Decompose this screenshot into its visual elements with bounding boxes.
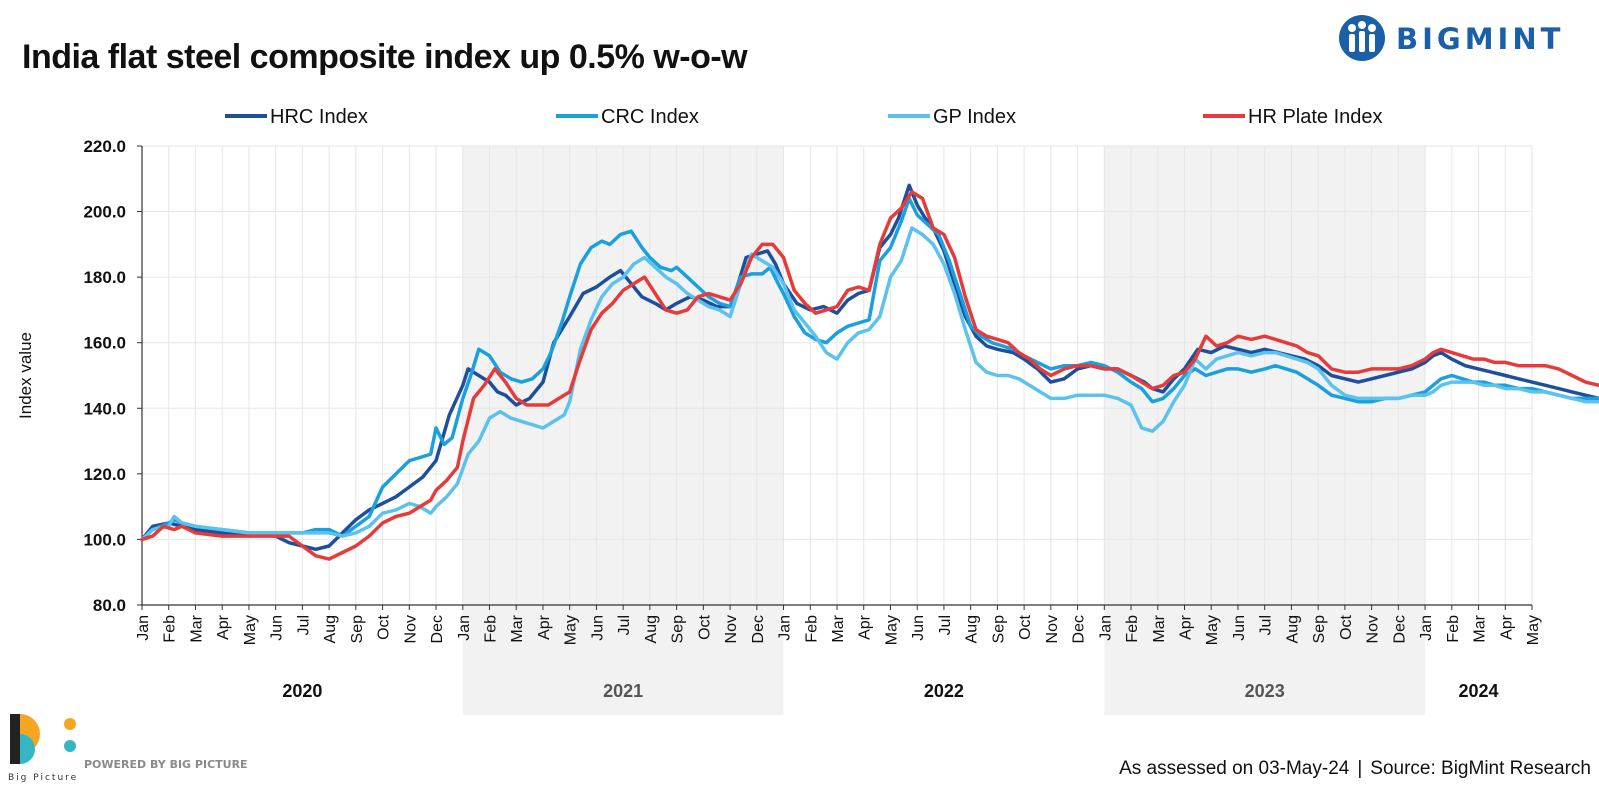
brand-name: BIGMINT <box>1396 22 1565 56</box>
x-tick-label: Aug <box>322 615 339 643</box>
x-tick-label: Aug <box>1284 615 1301 643</box>
x-tick-label: Dec <box>1071 615 1088 643</box>
x-tick-label: Aug <box>643 615 660 643</box>
year-label-2024: 2024 <box>1459 681 1499 701</box>
x-tick-label: Jun <box>1231 615 1248 641</box>
series-line-hrc-index <box>140 183 1599 552</box>
x-tick-label: Apr <box>536 614 553 640</box>
x-tick-label: Jan <box>1097 615 1114 641</box>
series-line-crc-index <box>140 196 1599 542</box>
legend-label: HR Plate Index <box>1248 106 1383 128</box>
x-tick-label: Oct <box>376 614 393 639</box>
x-tick-label: Nov <box>402 615 419 643</box>
bigmint-emblem-icon <box>1339 15 1385 61</box>
footer-note: As assessed on 03-May-24 | Source: BigMint… <box>1119 758 1591 780</box>
x-tick-label: Feb <box>1124 615 1141 643</box>
x-tick-label: Apr <box>1498 614 1515 640</box>
x-tick-label: Nov <box>723 615 740 643</box>
x-tick-label: Jan <box>777 615 794 641</box>
x-tick-label: Feb <box>803 615 820 643</box>
assessed-date: As assessed on 03-May-24 <box>1119 758 1350 779</box>
y-tick-label: 80.0 <box>93 596 126 615</box>
x-tick-label: May <box>563 615 580 645</box>
powered-by-text: POWERED BY BIG PICTURE <box>84 758 248 771</box>
x-tick-label: Sep <box>670 615 687 644</box>
x-tick-label: Apr <box>1178 614 1195 640</box>
x-tick-label: Jun <box>269 615 286 641</box>
x-tick-label: Aug <box>964 615 981 643</box>
year-label-2023: 2023 <box>1245 681 1285 701</box>
x-tick-label: Oct <box>1338 614 1355 639</box>
x-tick-label: Mar <box>1472 614 1489 642</box>
y-tick-label: 220.0 <box>83 137 126 156</box>
x-tick-label: Feb <box>162 615 179 643</box>
x-tick-label: Dec <box>1391 615 1408 643</box>
footer-separator: | <box>1357 758 1363 779</box>
x-tick-label: Jul <box>295 615 312 635</box>
x-tick-label: Oct <box>696 614 713 639</box>
legend-label: CRC Index <box>601 106 699 128</box>
x-tick-label: May <box>883 615 900 645</box>
x-tick-label: Apr <box>215 614 232 640</box>
x-tick-label: Mar <box>509 614 526 642</box>
x-tick-label: Nov <box>1044 615 1061 643</box>
x-tick-label: Jan <box>1418 615 1435 641</box>
series-line-hr-plate-index <box>140 190 1599 561</box>
x-tick-label: Jan <box>135 615 152 641</box>
legend-label: GP Index <box>933 106 1016 128</box>
line-chart: 80.0 100.0 120.0 140.0 160.0 180.0 200.0 220.0 I… <box>16 106 1599 715</box>
x-tick-label: Jun <box>589 615 606 641</box>
big-picture-caption: Big Picture <box>8 773 79 783</box>
x-tick-label: Oct <box>1017 614 1034 639</box>
x-tick-label: Feb <box>483 615 500 643</box>
big-picture-logo: Big Picture POWERED BY BIG PICTURE <box>8 712 268 792</box>
x-tick-label: Mar <box>1151 614 1168 642</box>
x-tick-label: May <box>242 615 259 645</box>
year-label-2022: 2022 <box>924 681 964 701</box>
series-line-gp-index <box>140 226 1599 542</box>
x-tick-label: Jul <box>616 615 633 635</box>
y-tick-label: 160.0 <box>83 334 126 353</box>
legend-label: HRC Index <box>270 106 368 128</box>
x-tick-label: Sep <box>1311 615 1328 644</box>
x-tick-label: Dec <box>750 615 767 643</box>
x-tick-label: Jan <box>456 615 473 641</box>
x-tick-label: Feb <box>1445 615 1462 643</box>
big-picture-emblem-icon <box>10 714 76 764</box>
y-tick-label: 180.0 <box>83 268 126 287</box>
x-tick-label: Nov <box>1365 615 1382 643</box>
y-tick-label: 120.0 <box>83 465 126 484</box>
source-note: Source: BigMint Research <box>1370 758 1591 779</box>
x-tick-label: May <box>1204 615 1221 645</box>
bigmint-logo: BIGMINT <box>1338 14 1588 64</box>
x-tick-label: Jun <box>910 615 927 641</box>
y-tick-label: 140.0 <box>83 399 126 418</box>
x-tick-label: Mar <box>830 614 847 642</box>
x-tick-label: Sep <box>990 615 1007 644</box>
chart-title: India flat steel composite index up 0.5%… <box>22 38 748 76</box>
y-tick-label: 100.0 <box>83 530 126 549</box>
year-label-2020: 2020 <box>282 681 322 701</box>
x-tick-label: May <box>1525 615 1542 645</box>
x-tick-label: Jul <box>937 615 954 635</box>
year-label-2021: 2021 <box>603 681 643 701</box>
x-tick-label: Sep <box>349 615 366 644</box>
x-tick-label: Mar <box>188 614 205 642</box>
x-tick-label: Jul <box>1258 615 1275 635</box>
x-tick-label: Dec <box>429 615 446 643</box>
x-tick-label: Apr <box>857 614 874 640</box>
y-tick-label: 200.0 <box>83 203 126 222</box>
y-axis-label: Index value <box>16 332 35 419</box>
